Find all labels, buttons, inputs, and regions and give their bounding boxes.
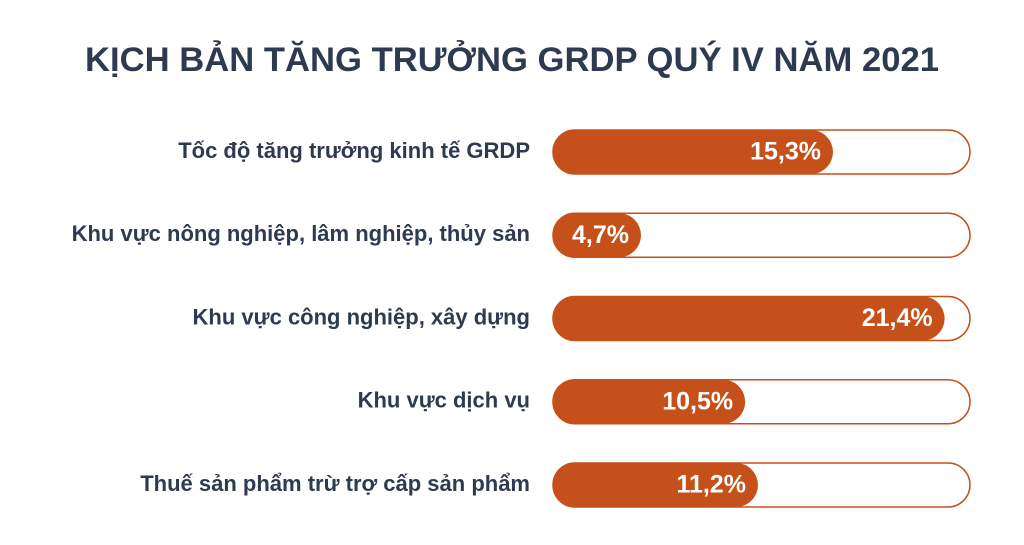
category-label: Thuế sản phẩm trừ trợ cấp sản phẩm [140, 471, 530, 496]
category-label: Khu vực dịch vụ [358, 388, 530, 413]
bar [553, 379, 746, 424]
value-label: 21,4% [862, 304, 933, 332]
bar [553, 213, 641, 258]
category-label: Khu vực công nghiệp, xây dựng [193, 304, 530, 329]
chart-title: KỊCH BẢN TĂNG TRƯỞNG GRDP QUÝ IV NĂM 202… [85, 41, 939, 79]
category-label: Khu vực nông nghiệp, lâm nghiệp, thủy sả… [72, 221, 530, 246]
bar [553, 296, 945, 341]
category-label: Tốc độ tăng trưởng kinh tế GRDP [178, 138, 530, 163]
value-label: 11,2% [676, 471, 746, 499]
bar [553, 130, 833, 174]
value-label: 10,5% [662, 387, 733, 415]
value-label: 4,7% [572, 221, 629, 249]
bar [553, 463, 758, 507]
value-label: 15,3% [750, 138, 821, 166]
